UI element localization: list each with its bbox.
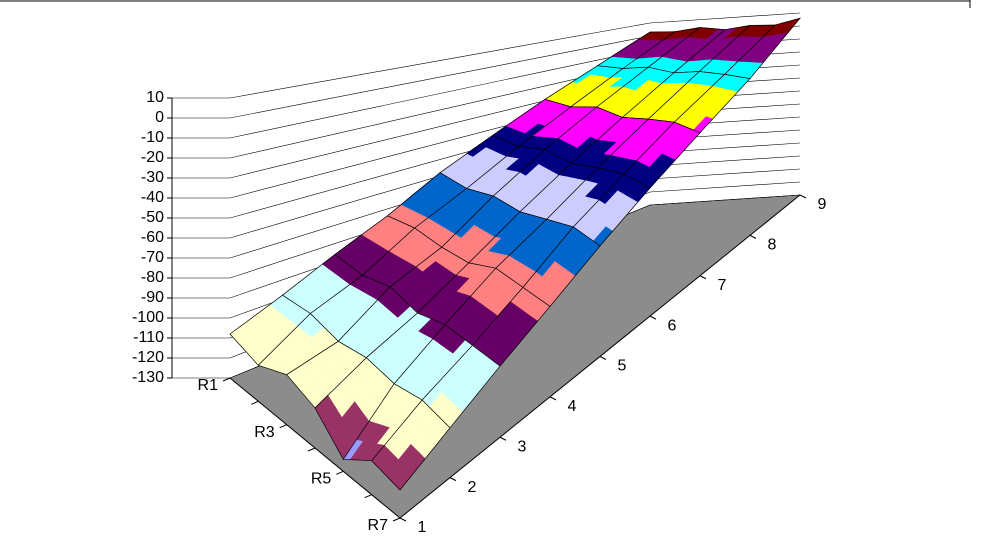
surface-cell — [698, 24, 776, 75]
surface-cell — [439, 135, 520, 189]
row-tick — [251, 400, 259, 405]
surface-cell — [389, 246, 470, 314]
surface-cell — [572, 173, 651, 247]
column-tick — [499, 436, 507, 441]
column-label: 6 — [668, 317, 677, 334]
z-tick-label: -20 — [141, 149, 164, 166]
row-label: R1 — [198, 377, 219, 394]
surface-cell — [623, 121, 701, 189]
z-tick-label: -110 — [133, 329, 164, 346]
row-label: R7 — [368, 517, 389, 534]
surface-cell — [441, 195, 521, 264]
column-label: 2 — [468, 479, 477, 496]
row-axis — [229, 377, 401, 519]
column-label: 4 — [568, 398, 577, 415]
surface-cell — [621, 27, 701, 69]
column-tick — [649, 315, 657, 320]
surface-cell — [647, 27, 726, 74]
surface-cell — [342, 383, 423, 462]
row-tick — [307, 447, 316, 452]
column-tick — [399, 517, 407, 522]
surface-cell — [281, 253, 364, 314]
z-tick-label: -90 — [141, 289, 164, 306]
column-tick — [699, 275, 707, 280]
column-tick — [449, 477, 457, 482]
row-tick — [279, 424, 287, 429]
surface-cell — [414, 188, 494, 248]
surface-cell — [468, 211, 548, 269]
z-tick-label: -30 — [141, 169, 164, 186]
surface-cell — [365, 312, 446, 385]
z-tick-label: -100 — [132, 309, 164, 326]
surface-cell — [569, 66, 650, 108]
surface-cell — [522, 226, 601, 307]
surface-cell — [371, 399, 451, 491]
surface-cell — [492, 148, 572, 213]
surface-cell — [393, 324, 474, 401]
row-label: R5 — [311, 471, 332, 488]
row-label: R3 — [254, 424, 275, 441]
grid-line — [172, 12, 801, 99]
surface-cell — [286, 340, 367, 409]
surface-cell — [314, 357, 395, 460]
surface-cell — [596, 66, 675, 118]
z-tick-label: -120 — [132, 349, 164, 366]
column-label: 1 — [418, 519, 427, 536]
row-tick — [364, 494, 372, 499]
surface-cell — [495, 218, 574, 288]
surface-cell — [334, 215, 416, 276]
z-tick-label: -60 — [141, 229, 164, 246]
z-tick-label: -130 — [132, 369, 164, 386]
row-tick — [392, 517, 401, 522]
surface-cell — [444, 267, 524, 346]
surface-cell — [596, 31, 677, 69]
row-tick — [222, 377, 231, 382]
column-label: 9 — [818, 196, 827, 213]
z-tick-label: -50 — [141, 209, 164, 226]
column-label: 3 — [518, 438, 527, 455]
surface-cell — [621, 71, 701, 120]
surface-cell — [570, 117, 650, 169]
surface-cell — [309, 274, 391, 342]
column-label: 7 — [718, 277, 727, 294]
surface-cell-edge — [371, 399, 451, 491]
z-tick-label: 0 — [155, 109, 164, 126]
surface-cell — [673, 74, 751, 134]
surface-cell — [723, 17, 801, 79]
z-tick-label: -70 — [141, 249, 164, 266]
column-tick — [749, 234, 757, 239]
column-axis — [399, 194, 801, 519]
surface-cell — [491, 98, 572, 147]
z-tick-label: -10 — [141, 129, 164, 146]
surface-cell — [229, 294, 311, 366]
column-label: 5 — [618, 358, 627, 375]
column-label: 8 — [768, 237, 777, 254]
surface-cell — [416, 262, 497, 326]
surface-cell — [596, 118, 675, 175]
row-tick — [336, 470, 344, 475]
column-tick — [599, 356, 607, 360]
z-tick-label: -40 — [141, 189, 164, 206]
surface-cell — [421, 344, 501, 429]
z-tick-label: 10 — [146, 89, 164, 106]
column-tick — [549, 396, 557, 401]
column-tick — [799, 194, 807, 199]
z-tick-label: -80 — [141, 269, 164, 286]
